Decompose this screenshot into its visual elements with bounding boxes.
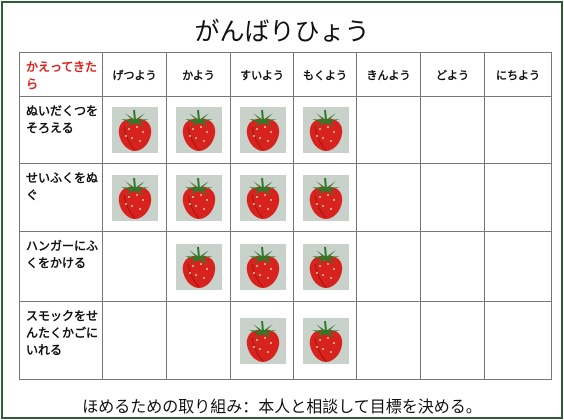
cell-text: ハンガー (26, 239, 75, 253)
strawberry-sticker (176, 243, 222, 290)
strawberry-sticker (240, 174, 286, 221)
day-header: かよう (167, 52, 231, 97)
table-cell (231, 97, 294, 164)
table-cell (103, 232, 167, 302)
cell-text: かける (50, 256, 87, 270)
strawberry-sticker (303, 174, 349, 221)
day-label: すいよう (240, 68, 284, 82)
day-label: どよう (436, 68, 469, 82)
day-label: にちよう (496, 68, 540, 82)
cell-text: つをそろ (26, 104, 99, 135)
cell-text: スモックを (26, 309, 87, 323)
table-cell (421, 232, 485, 302)
table-cell (167, 164, 231, 232)
cell-text: える (50, 121, 74, 135)
table-cell (421, 302, 485, 380)
table-cell (485, 164, 552, 232)
cell-text: ぬいだく (26, 104, 75, 118)
table-cell (421, 164, 485, 232)
strawberry-sticker (176, 107, 222, 153)
cell-text: にふくを (26, 239, 99, 270)
task-label: ぬいだくつをそろえる (19, 97, 103, 164)
task-label: スモックをせんたくかごにいれる (19, 302, 103, 380)
strawberry-sticker (176, 174, 222, 221)
table-cell (167, 232, 231, 302)
strawberry-sticker (303, 243, 349, 290)
table-cell (294, 164, 357, 232)
table-cell (231, 302, 294, 380)
cell-text: せんたく (26, 309, 99, 340)
table-cell (357, 232, 421, 302)
day-header: すいよう (231, 52, 294, 97)
task-label: ハンガーにふくをかける (19, 232, 103, 302)
cell-text: せいふく (26, 171, 75, 185)
day-header: きんよう (357, 52, 421, 97)
table-cell (485, 302, 552, 380)
table-cell (167, 97, 231, 164)
cell-text: かごにい (26, 326, 99, 357)
table-cell (167, 302, 231, 380)
title: がんばりひょう (194, 17, 370, 46)
day-label: げつよう (112, 68, 157, 82)
table-cell (485, 232, 552, 302)
task-label: せいふくをぬぐ (19, 164, 103, 232)
table-cell (294, 97, 357, 164)
day-label: かよう (182, 68, 215, 82)
table-cell (357, 302, 421, 380)
day-label: もくよう (303, 68, 347, 82)
cell-text: かえって (26, 60, 74, 74)
table-cell (485, 97, 552, 164)
strawberry-sticker (240, 317, 286, 364)
day-header: げつよう (103, 52, 167, 97)
strawberry-sticker (303, 107, 349, 153)
table-cell (103, 97, 167, 164)
table-cell (294, 302, 357, 380)
table-cell: かえってきたら (19, 52, 103, 97)
table-cell (103, 164, 167, 232)
footer-note: ほめるための取り組み：本人と相談して目標を決める。 (82, 397, 482, 416)
table-cell (103, 302, 167, 380)
table-cell (421, 97, 485, 164)
cell-text: をぬぐ (26, 171, 99, 202)
strawberry-sticker (240, 243, 286, 290)
table-cell (231, 164, 294, 232)
cell-text: きたら (26, 60, 98, 91)
table-cell (357, 164, 421, 232)
day-header: もくよう (294, 52, 357, 97)
day-header: にちよう (485, 52, 552, 97)
day-header: どよう (421, 52, 485, 97)
strawberry-sticker (240, 107, 286, 153)
cell-text: れる (38, 343, 63, 357)
table-cell (357, 97, 421, 164)
day-label: きんよう (366, 68, 411, 82)
strawberry-sticker (303, 317, 349, 364)
strawberry-sticker (112, 107, 158, 153)
table-cell (294, 232, 357, 302)
strawberry-sticker (112, 174, 158, 221)
table-cell (231, 232, 294, 302)
